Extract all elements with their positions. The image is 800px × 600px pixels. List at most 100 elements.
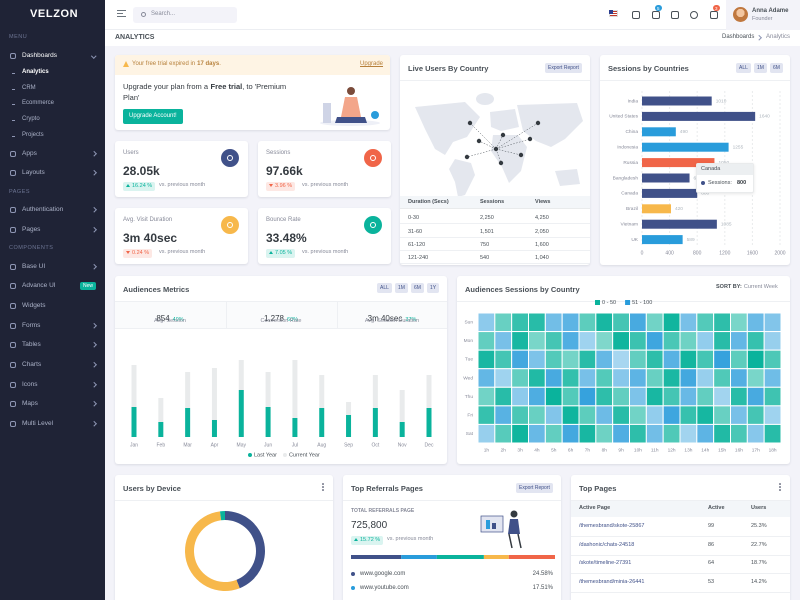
page-link[interactable]: /dashonic/chats-24518: [579, 541, 635, 548]
nav-subitem[interactable]: Analytics: [22, 69, 49, 75]
topbar-icon[interactable]: [632, 11, 640, 19]
nav-item[interactable]: Forms: [22, 322, 41, 329]
illustration-shape: [508, 519, 520, 534]
nav-item[interactable]: Dashboards: [22, 52, 58, 59]
filter-button[interactable]: 1M: [395, 283, 408, 293]
page-link[interactable]: /themesbrand/minia-26441: [579, 578, 645, 585]
chevron: [756, 35, 762, 41]
heatmap-cell: [679, 349, 698, 370]
topbar-icon[interactable]: [690, 11, 698, 19]
table-header: Active: [708, 505, 725, 511]
heatmap-cell: [528, 423, 546, 444]
filter-button[interactable]: 6M: [411, 283, 424, 293]
continent: [491, 135, 527, 183]
column-label: 7h: [585, 447, 591, 453]
filter-button[interactable]: 1M: [754, 63, 767, 73]
nav-item[interactable]: Tables: [22, 341, 41, 348]
heatmap-cell: [645, 405, 664, 425]
topbar-icon[interactable]: [671, 11, 679, 19]
bar-segment: [265, 372, 271, 407]
nav-icon: [10, 207, 16, 213]
site-name: www.google.com: [360, 571, 406, 577]
heatmap-cell: [730, 312, 748, 333]
nav-subitem[interactable]: Crypto: [22, 116, 40, 122]
heatmap-cell: [595, 368, 614, 388]
upgrade-link[interactable]: Upgrade: [360, 61, 384, 67]
page-link[interactable]: /skote/timeline-27391: [579, 560, 632, 566]
topbar: Search... 5 3 Anna Adame Founder: [105, 0, 800, 30]
trend-arrow: [269, 251, 273, 255]
heatmap-cell: [544, 349, 563, 370]
heatmap-cell: [713, 386, 731, 407]
filter-button[interactable]: ALL: [377, 283, 392, 293]
x-tick-label: 400: [665, 250, 674, 256]
column-label: 6h: [568, 447, 574, 453]
upgrade-button[interactable]: Upgrade Account!: [123, 109, 183, 125]
nav-item[interactable]: Layouts: [22, 169, 45, 176]
filter-button[interactable]: ALL: [736, 63, 751, 73]
top-referrals-card: Top Referrals Pages Export Report TOTAL RE…: [343, 475, 561, 600]
nav-item[interactable]: Advance UI: [22, 282, 56, 289]
nav-dash: [12, 120, 15, 121]
nav-subitem[interactable]: Ecommerce: [22, 100, 55, 106]
heatmap-cell: [544, 368, 563, 388]
nav-item[interactable]: Pages: [22, 226, 41, 233]
nav-item[interactable]: Base UI: [22, 263, 46, 270]
filter-button[interactable]: 6M: [770, 63, 783, 73]
column-label: 18h: [769, 447, 777, 453]
x-tick-label: Sep: [344, 442, 353, 448]
map-marker: [500, 132, 506, 138]
stat-card: Sessions 97.66k 3.96 % vs. previous month: [258, 141, 391, 197]
nav-subitem[interactable]: Projects: [22, 132, 44, 138]
export-button[interactable]: Export Report: [516, 483, 553, 493]
stat-icon-glyph: [370, 155, 376, 161]
breadcrumb-link[interactable]: Dashboards: [722, 34, 755, 40]
nav-item[interactable]: Maps: [22, 400, 38, 407]
table-cell: 64: [708, 560, 715, 566]
topbar-icon[interactable]: [652, 11, 660, 19]
users-device-card: Users by Device: [115, 475, 333, 600]
route-line: [466, 148, 497, 158]
export-button[interactable]: Export Report: [545, 63, 582, 73]
warning-icon: [123, 61, 129, 67]
stat-title: Avg. Visit Duration: [123, 217, 173, 223]
heatmap-cell: [730, 349, 748, 370]
notice-part: .: [219, 61, 221, 67]
menu-dot: [322, 483, 324, 485]
page-link[interactable]: /themesbrand/skote-25867: [579, 523, 645, 529]
route-line: [495, 122, 539, 150]
nav-item[interactable]: Apps: [22, 150, 37, 157]
heatmap-cell: [713, 349, 731, 370]
nav-subitem[interactable]: CRM: [22, 85, 36, 91]
column-label: 12h: [668, 447, 676, 453]
nav-item[interactable]: Multi Level: [22, 420, 54, 427]
illustration-shape: [347, 87, 355, 95]
search-box[interactable]: Search...: [133, 7, 237, 23]
topbar-icon[interactable]: [710, 11, 718, 19]
heatmap-cell: [477, 312, 496, 333]
heatmap-cell: [730, 331, 748, 351]
value-label: 420: [675, 206, 683, 212]
nav-item[interactable]: Authentication: [22, 206, 64, 213]
bar-segment: [158, 422, 164, 437]
chevron: [91, 206, 97, 212]
bar-segment: [319, 408, 325, 437]
heatmap-cell: [629, 368, 647, 388]
heatmap-cell: [763, 423, 782, 444]
nav-item[interactable]: Widgets: [22, 302, 46, 309]
nav-item[interactable]: Icons: [22, 381, 38, 388]
category-label: Indonesia: [617, 144, 638, 150]
heatmap-cell: [730, 368, 748, 388]
x-tick-label: Jul: [292, 442, 298, 448]
stat-title: Bounce Rate: [266, 217, 301, 223]
filter-button[interactable]: 1Y: [427, 283, 440, 293]
nav-item[interactable]: Charts: [22, 361, 42, 368]
table-row-line: [571, 573, 790, 574]
heatmap-cell: [679, 423, 698, 444]
legend-marker: [282, 453, 287, 457]
user-box[interactable]: Anna Adame Founder: [726, 0, 800, 30]
bar-segment: [319, 375, 325, 408]
sort-control[interactable]: SORT BY: Current Week: [716, 284, 778, 291]
heatmap-cell: [561, 312, 580, 333]
flag-canton: [609, 10, 613, 14]
